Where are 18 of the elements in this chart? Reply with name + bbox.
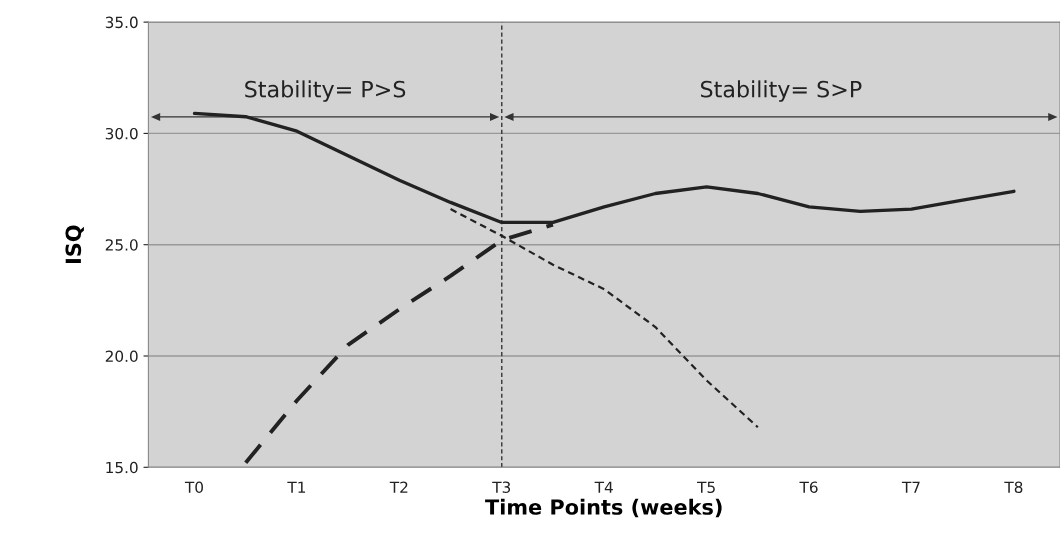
- y-tick-label: 15.0: [106, 461, 138, 474]
- y-tick-label: 30.0: [105, 127, 138, 140]
- y-tick-label: 20.0: [105, 350, 138, 363]
- y-tick-label: 25.0: [105, 239, 138, 251]
- x-tick-label: T7: [901, 481, 920, 493]
- x-tick-label: T5: [697, 481, 715, 493]
- x-axis-title: Time Points (weeks): [485, 498, 722, 518]
- x-tick-label: T6: [799, 481, 818, 493]
- annotation: Stability= S>P: [700, 80, 862, 102]
- annotation: Stability= P>S: [245, 80, 406, 102]
- y-axis-title: ISQ: [65, 225, 84, 264]
- y-tick-label: 35.0: [105, 16, 138, 29]
- x-tick-label: T8: [1004, 481, 1023, 493]
- x-tick-label: T2: [389, 481, 408, 493]
- x-tick-label: T1: [287, 481, 306, 493]
- x-tick-label: T3: [492, 481, 511, 493]
- x-tick-label: T4: [594, 481, 613, 493]
- x-tick-label: T0: [184, 481, 203, 493]
